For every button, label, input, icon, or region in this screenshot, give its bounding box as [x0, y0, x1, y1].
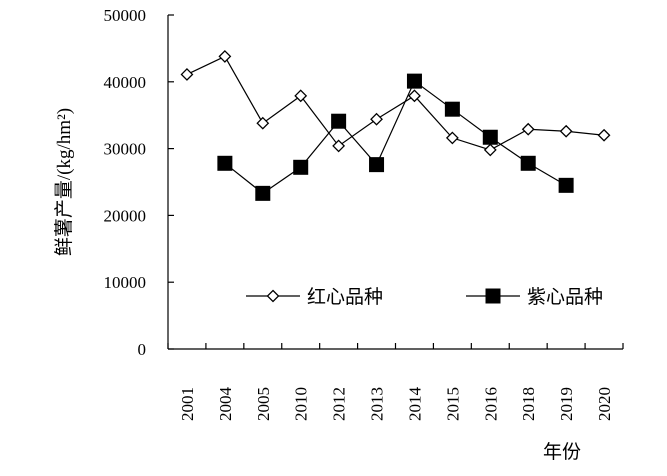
y-tick-label: 10000 — [104, 273, 147, 292]
data-point-square — [255, 185, 271, 201]
y-tick-label: 0 — [138, 340, 147, 359]
x-tick-label: 2001 — [178, 387, 197, 421]
x-tick-label: 2005 — [254, 387, 273, 421]
x-tick-label: 2013 — [368, 387, 387, 421]
x-axis-label: 年份 — [543, 441, 581, 463]
data-point-square — [369, 157, 385, 173]
series-line — [186, 55, 605, 151]
data-point-diamond — [521, 122, 535, 136]
data-point-diamond — [266, 289, 280, 303]
data-point-diamond — [408, 89, 421, 103]
x-tick-label: 2015 — [443, 387, 462, 421]
data-point-diamond — [370, 112, 383, 126]
data-point-square — [293, 159, 309, 175]
y-axis-label: 鲜薯产量/(kg/hm²) — [53, 108, 75, 256]
x-tick-label: 2010 — [292, 387, 311, 421]
data-point-diamond — [445, 131, 459, 145]
x-tick-label: 2020 — [595, 387, 614, 421]
data-point-diamond — [180, 68, 194, 81]
data-point-square — [482, 129, 498, 145]
legend: 红心品种 紫心品种 — [246, 286, 603, 308]
data-point-square — [444, 101, 460, 117]
data-point-diamond — [483, 143, 497, 157]
legend-label: 红心品种 — [307, 286, 383, 308]
y-tick-label: 30000 — [104, 140, 147, 159]
x-tick-label: 2004 — [216, 387, 235, 422]
data-point-diamond — [559, 124, 573, 138]
data-point-diamond — [597, 128, 611, 142]
data-point-diamond — [332, 139, 346, 153]
x-tick-label: 2018 — [519, 387, 538, 421]
series-2 — [217, 73, 574, 201]
x-tick-label: 2012 — [330, 387, 349, 421]
y-axis-ticks: 0 10000 20000 30000 40000 50000 — [104, 6, 174, 359]
data-point-diamond — [218, 49, 232, 63]
data-point-square — [217, 155, 233, 171]
data-point-diamond — [294, 89, 308, 103]
x-tick-label: 2016 — [481, 387, 500, 421]
series-line — [224, 80, 567, 195]
series-layer — [180, 49, 611, 201]
data-point-square — [331, 113, 347, 129]
legend-item: 紫心品种 — [466, 286, 603, 308]
data-point-square — [520, 155, 536, 171]
x-tick-label: 2014 — [405, 387, 424, 422]
y-tick-label: 20000 — [104, 206, 147, 225]
data-point-diamond — [256, 116, 270, 130]
data-point-square — [406, 73, 422, 89]
y-tick-label: 40000 — [104, 73, 147, 92]
data-point-square — [485, 288, 501, 304]
x-axis-ticks: 2001 2004 2005 2010 2012 2013 2014 2015 2016 2018… — [167, 343, 624, 422]
legend-item: 红心品种 — [246, 286, 383, 308]
series-1 — [180, 49, 611, 157]
data-point-square — [558, 177, 574, 193]
legend-label: 紫心品种 — [527, 286, 603, 308]
x-tick-label: 2019 — [557, 387, 576, 421]
y-tick-label: 50000 — [104, 6, 147, 25]
